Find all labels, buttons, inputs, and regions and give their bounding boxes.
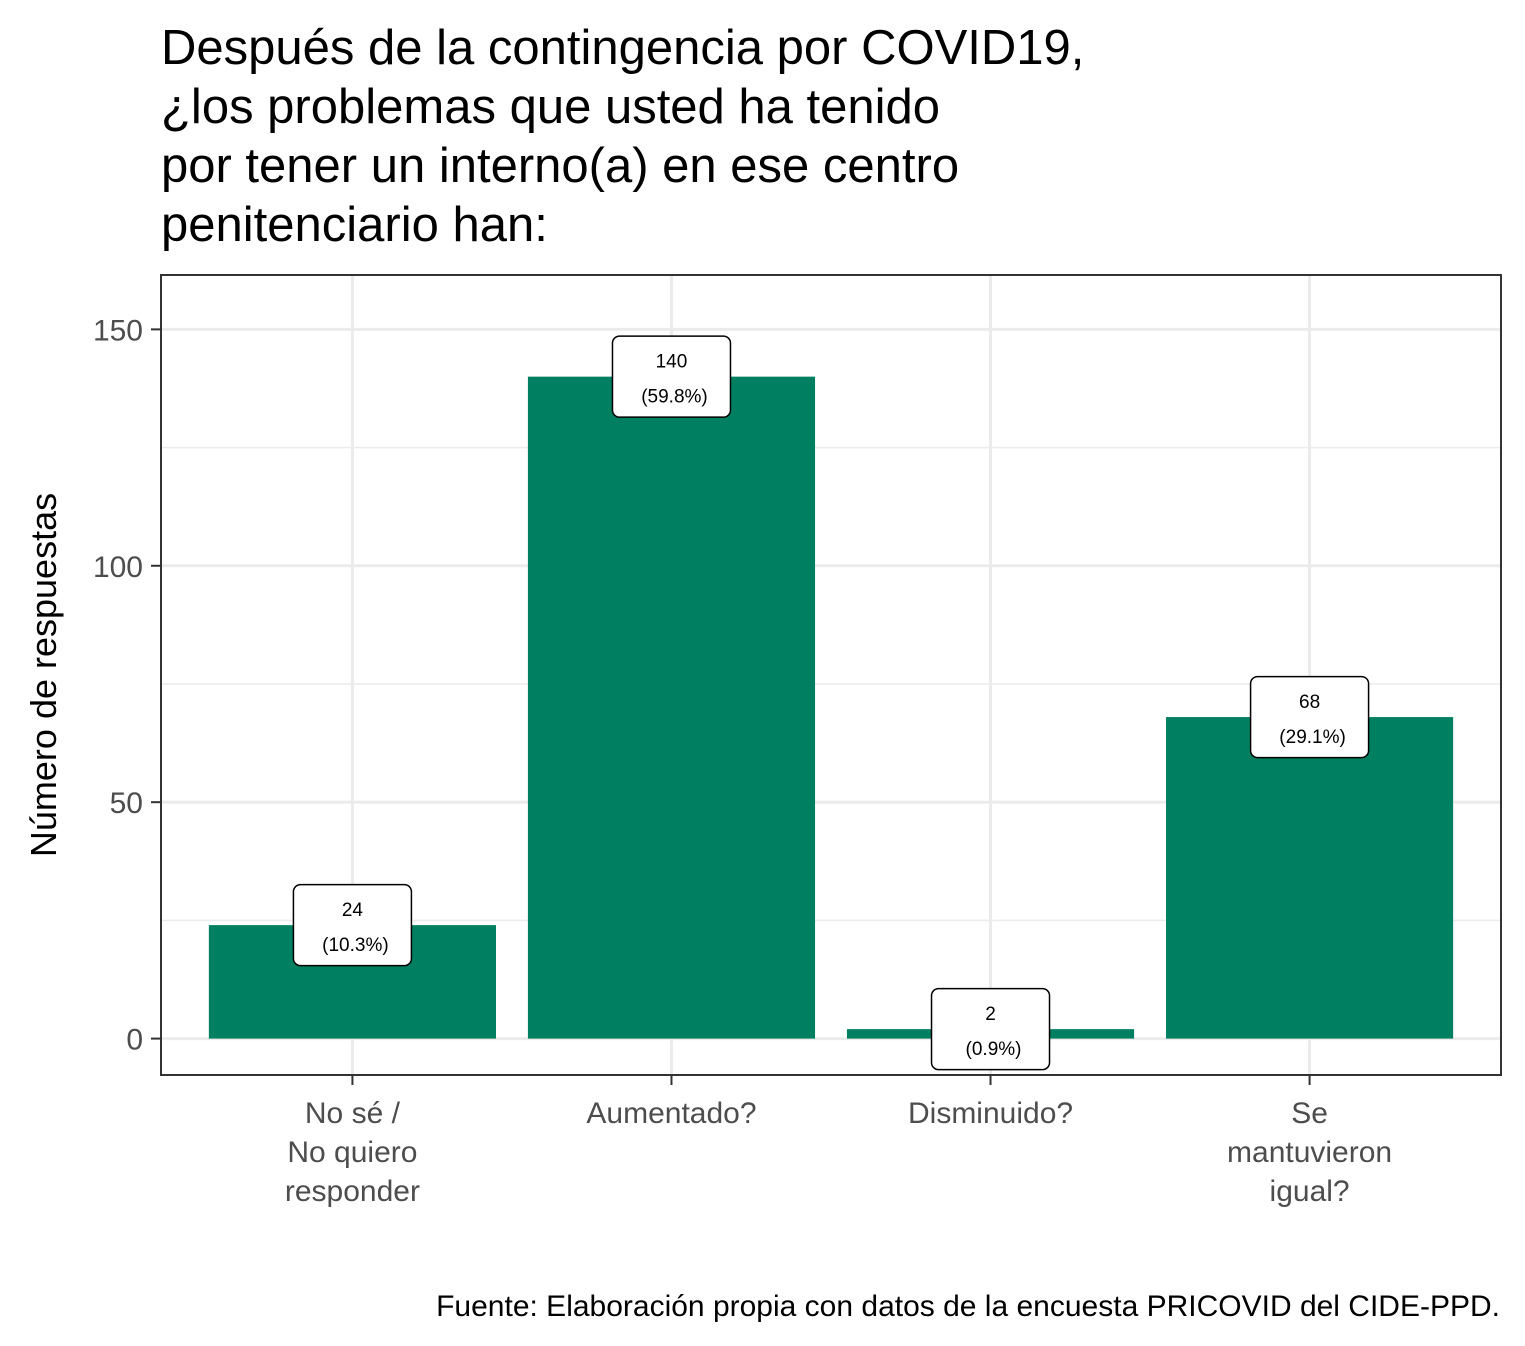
data-labels: 24 (10.3%) 140 (59.8%) 2 (0.9%) 68 (29.1%) [292, 335, 1370, 1071]
chart-title-line: Después de la contingencia por COVID19, [161, 21, 1084, 75]
data-label-value: 140 [656, 352, 688, 373]
x-tick-label: No sé / [305, 1097, 401, 1130]
x-tick-label: No quiero [287, 1136, 417, 1169]
data-label-value: 68 [1299, 692, 1320, 713]
y-axis-title: Número de respuestas [23, 493, 64, 857]
y-tick-label: 150 [93, 314, 143, 347]
data-label-percent: (0.9%) [966, 1039, 1022, 1060]
chart-title-line: penitenciario han: [161, 198, 548, 252]
y-tick-label: 50 [110, 787, 143, 820]
data-label-value: 2 [985, 1004, 996, 1025]
x-tick-label: mantuvieron [1227, 1136, 1392, 1169]
plot-border [160, 274, 1502, 1076]
y-axis: 0 50 100 150 [93, 314, 161, 1057]
data-label: 24 (10.3%) [292, 883, 413, 967]
chart-caption: Fuente: Elaboración propia con datos de … [436, 1290, 1500, 1323]
chart-title: Después de la contingencia por COVID19,¿… [161, 21, 1084, 252]
data-label-box [611, 335, 732, 418]
bar [1166, 717, 1454, 1039]
bars [208, 376, 1454, 1039]
data-label-value: 24 [342, 900, 364, 921]
chart-title-line: ¿los problemas que usted ha tenido [161, 80, 940, 134]
data-label: 68 (29.1%) [1249, 675, 1370, 759]
x-tick-label: responder [285, 1175, 420, 1208]
x-tick-label: Se [1291, 1097, 1328, 1130]
chart-title-line: por tener un interno(a) en ese centro [161, 139, 959, 193]
x-tick-label: Disminuido? [908, 1097, 1073, 1130]
y-tick-label: 0 [126, 1024, 143, 1057]
data-label-percent: (10.3%) [322, 935, 389, 956]
bar [527, 376, 816, 1039]
x-axis: No sé / No quiero responder Aumentado? Dismi… [285, 1075, 1392, 1208]
y-tick-label: 100 [93, 551, 143, 584]
x-tick-label: igual? [1270, 1175, 1350, 1208]
data-label-box [930, 987, 1051, 1071]
data-label-box [292, 883, 413, 967]
data-label-percent: (29.1%) [1279, 727, 1346, 748]
data-label: 140 (59.8%) [611, 335, 732, 418]
data-label: 2 (0.9%) [930, 987, 1051, 1071]
x-tick-label: Aumentado? [586, 1097, 756, 1130]
data-label-percent: (59.8%) [641, 387, 708, 408]
data-label-box [1249, 675, 1370, 759]
